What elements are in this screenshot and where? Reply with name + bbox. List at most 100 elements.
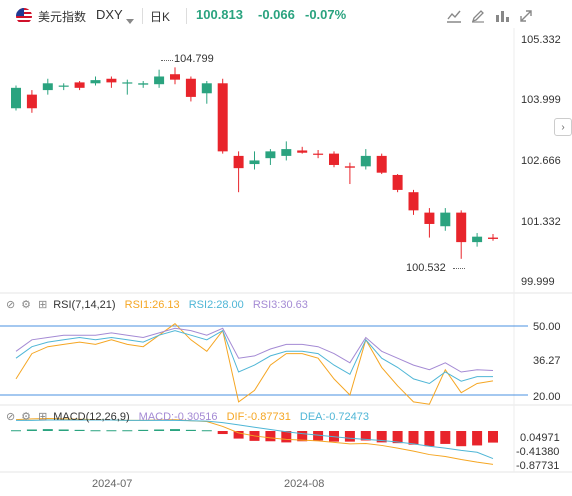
chart-bar-icon[interactable] [492, 7, 512, 25]
settings-icon[interactable]: ⚙ [21, 299, 31, 311]
price-axis-label: 101.332 [521, 215, 561, 228]
macd-bar [344, 431, 355, 442]
candle-body [313, 153, 324, 155]
macd-title: MACD(12,26,9) [53, 411, 130, 423]
candle-body [392, 174, 403, 190]
candle-body [408, 192, 419, 211]
macd-bar [138, 429, 149, 431]
macd-bar [313, 431, 324, 441]
price-axis-label: 102.666 [521, 154, 561, 167]
macd-bar [408, 431, 419, 445]
instrument-name[interactable]: 美元指数 [38, 10, 87, 24]
candle-body [42, 83, 53, 91]
candle-body [281, 149, 292, 156]
macd-bar [360, 431, 371, 441]
edit-pen-icon[interactable] [468, 7, 488, 25]
period-selector[interactable]: 日K [150, 10, 171, 24]
macd-axis-label: -0.41380 [516, 446, 560, 458]
macd-bar [440, 431, 451, 444]
candle-body [376, 155, 387, 173]
rsi-axis-label: 20.00 [533, 391, 561, 403]
candle-body [74, 82, 85, 88]
candle-body [360, 155, 371, 167]
price-axis-label: 105.332 [521, 34, 561, 46]
symbol-label[interactable]: DXY [96, 7, 123, 22]
candle-body [344, 166, 355, 168]
price-axis-label: 103.999 [521, 94, 561, 107]
macd-value: MACD:-0.30516 [138, 411, 218, 423]
macd-bar [11, 430, 21, 432]
candle-body [488, 237, 498, 239]
macd-bar [201, 430, 212, 432]
rsi3-line [15, 327, 494, 373]
macd-bar [376, 431, 387, 443]
macd-bar [233, 431, 244, 439]
high-annotation: 104.799 [174, 53, 214, 65]
macd-legend: ⊘ ⚙ ⊞ MACD(12,26,9) MACD:-0.30516 DIF:-0… [6, 410, 369, 423]
macd-bar [122, 430, 133, 432]
candle-body [185, 78, 196, 97]
candle-body [26, 94, 37, 109]
rsi2-value: RSI2:28.00 [188, 299, 244, 311]
dea-value: DEA:-0.72473 [299, 411, 369, 423]
rsi1-value: RSI1:26.13 [124, 299, 180, 311]
macd-bar [392, 431, 403, 444]
us-flag-icon [16, 8, 32, 24]
candle-body [138, 83, 149, 85]
macd-bar [26, 429, 37, 431]
chevron-right-icon[interactable]: › [554, 118, 572, 136]
high-marker-line [161, 60, 173, 61]
expand-icon[interactable]: ⊞ [38, 411, 48, 423]
candle-body [201, 83, 212, 94]
candle-body [440, 212, 451, 227]
expand-icon[interactable]: ⊞ [38, 299, 48, 311]
price-axis-label: 99.999 [521, 276, 555, 288]
last-price: 100.813 [196, 7, 243, 22]
candle-body [11, 87, 21, 109]
time-axis-label: 2024-07 [92, 478, 133, 490]
macd-bar [456, 431, 467, 447]
chevron-down-icon[interactable] [126, 12, 134, 30]
macd-bar [106, 430, 117, 432]
candle-body [233, 155, 244, 169]
macd-bar [424, 431, 435, 447]
rsi2-line [15, 329, 493, 385]
eye-hide-icon[interactable]: ⊘ [6, 299, 16, 311]
collapse-icon[interactable] [516, 7, 536, 25]
low-marker-line [453, 268, 465, 269]
low-annotation: 100.532 [406, 262, 446, 274]
macd-bar [74, 429, 85, 431]
header-divider [142, 8, 143, 24]
rsi-title: RSI(7,14,21) [53, 299, 116, 311]
macd-bar [297, 431, 308, 442]
settings-icon[interactable]: ⚙ [21, 411, 31, 423]
chart-canvas[interactable] [0, 28, 572, 496]
header-divider [186, 8, 187, 24]
macd-bar [265, 431, 276, 442]
candle-body [249, 160, 260, 165]
macd-bar [472, 431, 483, 446]
dif-value: DIF:-0.87731 [226, 411, 291, 423]
chart-line-icon[interactable] [444, 7, 464, 25]
candle-body [472, 236, 483, 243]
candle-body [122, 82, 133, 84]
macd-bar [58, 429, 69, 431]
candle-body [170, 74, 180, 80]
candle-body [90, 80, 101, 84]
candle-body [329, 153, 339, 165]
macd-bar [488, 431, 498, 443]
macd-bar [42, 429, 53, 431]
macd-bar [170, 429, 180, 431]
chart-header: 美元指数 DXY 日K 100.813 -0.066 -0.07% [0, 0, 572, 32]
candle-body [217, 83, 228, 152]
rsi-axis-label: 36.27 [533, 355, 561, 367]
macd-bar [185, 429, 196, 431]
rsi3-value: RSI3:30.63 [252, 299, 308, 311]
rsi1-line [15, 323, 494, 405]
macd-bar [281, 431, 292, 443]
eye-hide-icon[interactable]: ⊘ [6, 411, 16, 423]
macd-bar [90, 430, 101, 432]
candle-body [424, 212, 435, 224]
candle-body [154, 76, 165, 85]
candle-body [106, 78, 117, 83]
